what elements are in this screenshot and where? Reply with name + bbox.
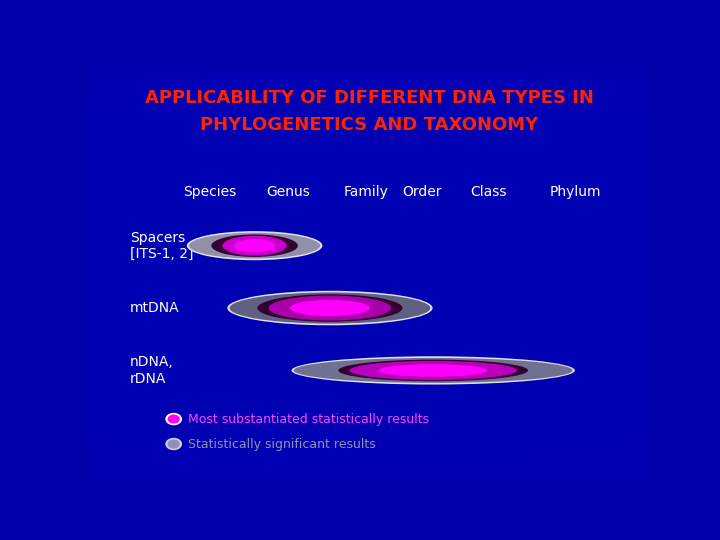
Text: Statistically significant results: Statistically significant results [188, 437, 375, 450]
Ellipse shape [228, 291, 433, 325]
Text: APPLICABILITY OF DIFFERENT DNA TYPES IN: APPLICABILITY OF DIFFERENT DNA TYPES IN [145, 89, 593, 107]
Text: Species: Species [184, 185, 237, 199]
Ellipse shape [349, 361, 517, 380]
Ellipse shape [269, 295, 392, 321]
Ellipse shape [258, 294, 402, 322]
Text: Most substantiated statistically results: Most substantiated statistically results [188, 413, 429, 426]
Ellipse shape [292, 356, 575, 384]
Text: Order: Order [402, 185, 442, 199]
Ellipse shape [222, 235, 287, 255]
Text: mtDNA: mtDNA [130, 301, 180, 315]
Ellipse shape [234, 239, 276, 252]
Ellipse shape [290, 300, 370, 316]
Text: Spacers
[ITS-1, 2]: Spacers [ITS-1, 2] [130, 231, 194, 261]
Text: Family: Family [343, 185, 389, 199]
Text: nDNA,
rDNA: nDNA, rDNA [130, 355, 174, 386]
Ellipse shape [294, 358, 572, 383]
Text: PHYLOGENETICS AND TAXONOMY: PHYLOGENETICS AND TAXONOMY [200, 116, 538, 134]
Ellipse shape [168, 440, 180, 449]
Ellipse shape [168, 415, 180, 424]
Ellipse shape [230, 293, 431, 323]
Ellipse shape [379, 364, 487, 376]
Ellipse shape [166, 438, 182, 450]
Ellipse shape [189, 233, 320, 259]
Ellipse shape [212, 234, 298, 257]
Ellipse shape [186, 231, 323, 260]
Text: Genus: Genus [266, 185, 310, 199]
Ellipse shape [166, 413, 182, 426]
Text: Class: Class [471, 185, 507, 199]
Text: Phylum: Phylum [549, 185, 601, 199]
Ellipse shape [338, 360, 528, 381]
